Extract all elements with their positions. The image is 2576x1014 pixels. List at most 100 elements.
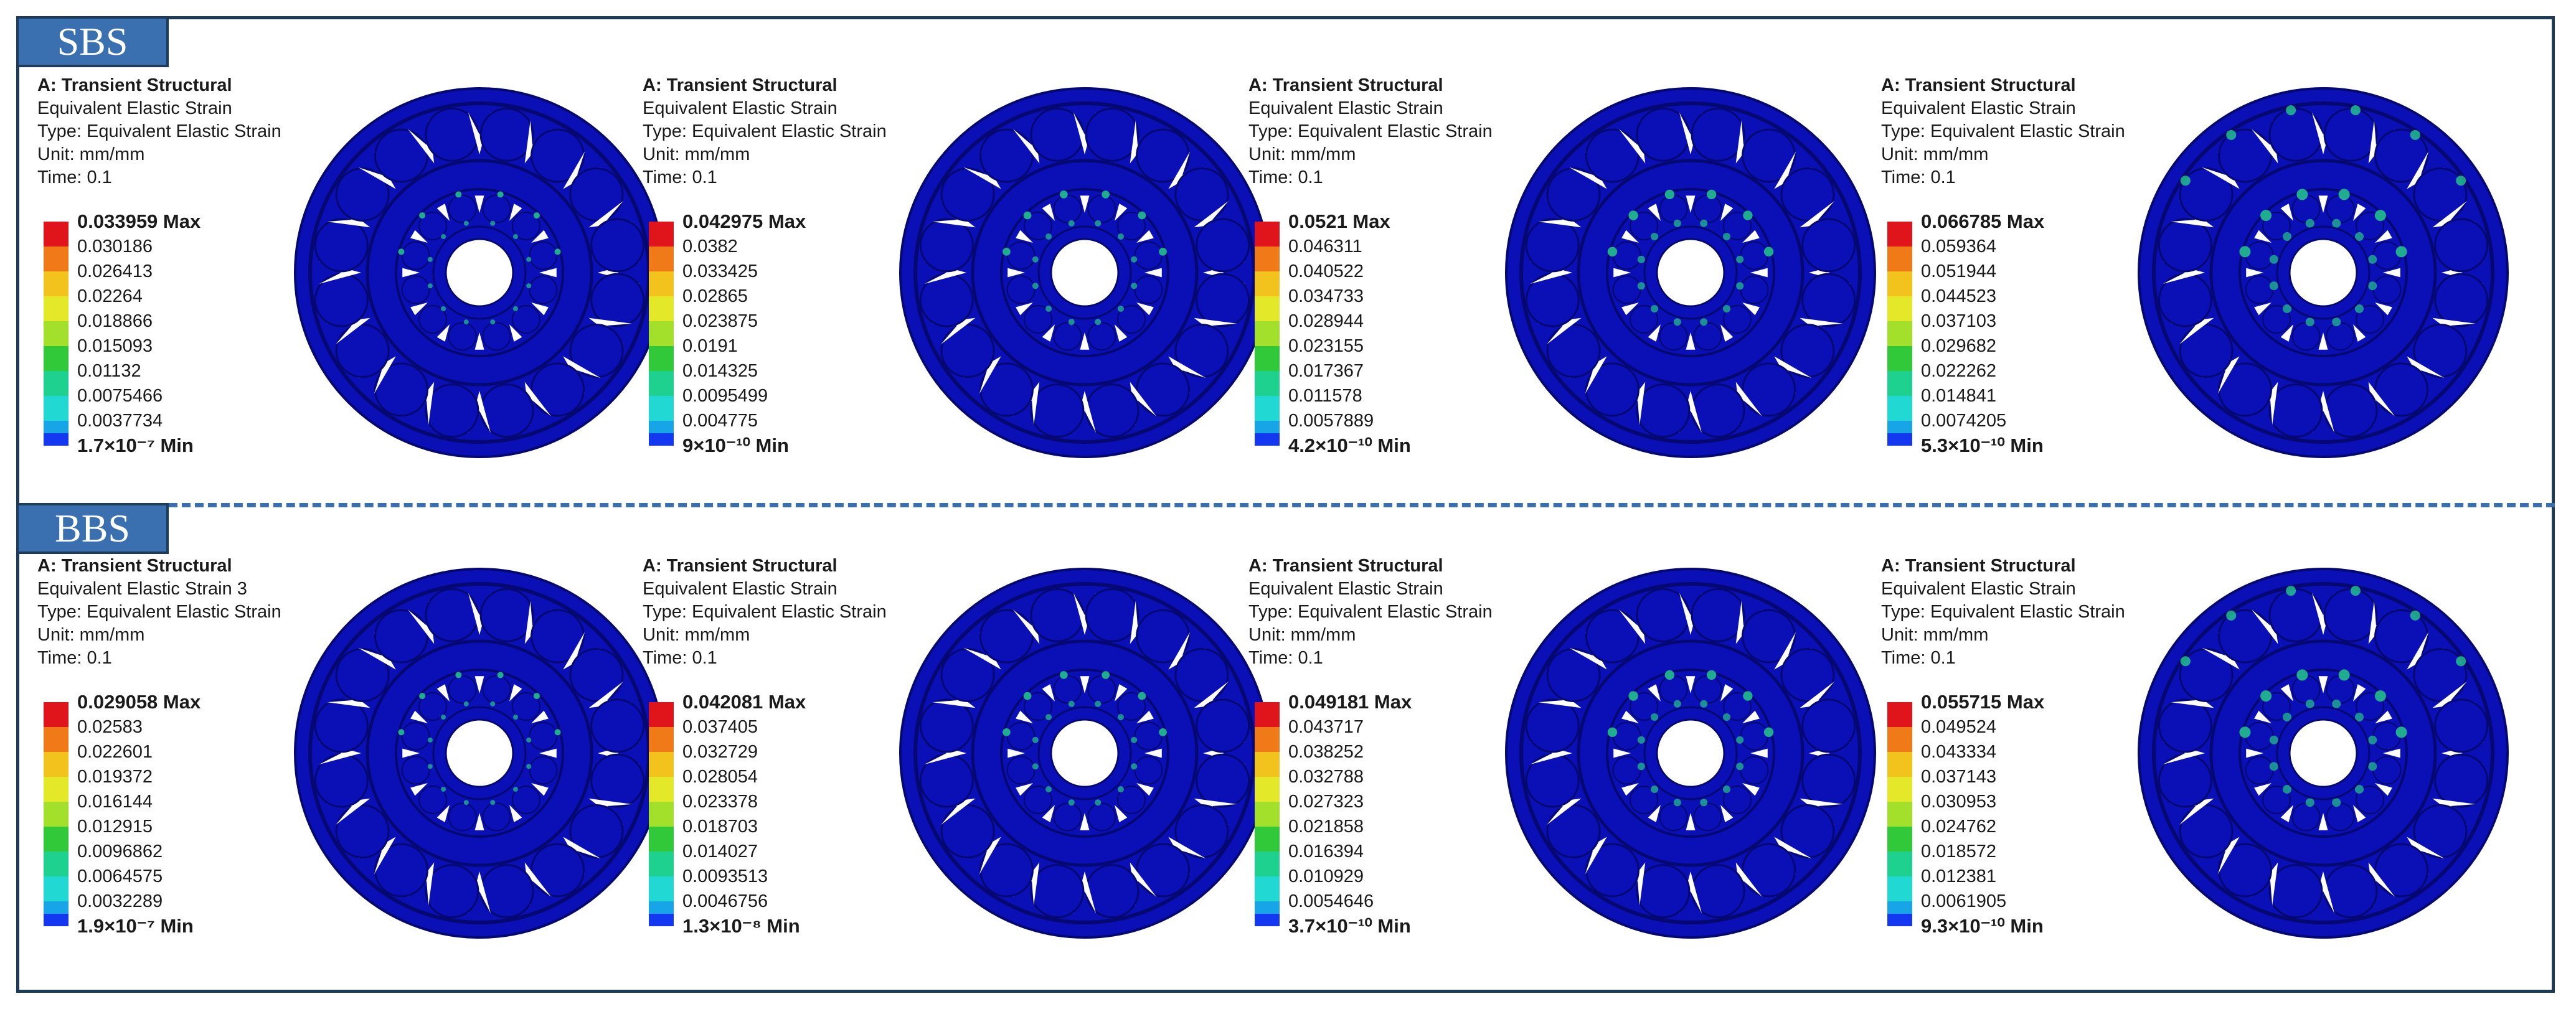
roller-gap [1800,200,1843,228]
legend-swatch [649,702,674,727]
inner-roller [418,692,448,721]
roller-gap [588,681,632,708]
roller-gap [1742,783,1760,796]
outer-roller [1691,383,1745,438]
inner-roller [511,304,540,334]
strain-hotspot [441,306,446,311]
outer-roller [425,383,479,438]
strain-hotspot [398,248,405,255]
roller-gap [407,601,435,644]
roller-gap [1136,303,1154,316]
roller-gap [1530,741,1572,765]
strain-hotspot [1045,714,1052,721]
outer-roller [979,128,1034,183]
legend-label: 0.037405 [682,717,758,737]
roller-gap [2254,710,2272,723]
strain-hotspot [533,212,540,219]
result-panel: A: Transient Structural Equivalent Elasti… [1881,554,2510,1002]
roller-gap [598,741,640,765]
strain-hotspot [1722,233,1730,241]
roller-gap [1073,871,1097,914]
strain-hotspot [2350,586,2361,596]
outer-roller [1742,128,1796,183]
inner-roller [2245,275,2274,304]
strain-hotspot [2410,610,2420,621]
roller-gap [1042,204,1055,221]
bearing-strain-plot [2138,568,2509,939]
legend-swatch [44,271,68,296]
roller-gap [2163,741,2205,765]
roller-gap [1648,684,1661,702]
roller-gap [2254,783,2272,796]
strain-hotspot [1736,282,1744,290]
strain-hotspot [2338,669,2350,681]
inner-roller [482,802,511,832]
legend-label: 0.043334 [1921,742,1996,762]
outer-roller [1691,588,1745,642]
strain-hotspot [1700,700,1708,708]
strain-hotspot [441,234,446,240]
outer-roller [1585,609,1639,664]
strain-hotspot [2269,255,2278,264]
strain-hotspot [1722,713,1730,721]
result-name: Equivalent Elastic Strain [1248,579,1443,599]
result-unit: Unit: mm/mm [643,144,750,164]
outer-roller [2374,362,2429,417]
inner-roller [1612,241,1641,270]
strain-hotspot [419,212,426,219]
legend-swatch [1255,246,1280,271]
legend-label: 0.0074205 [1921,411,2007,431]
legend-swatch [1887,802,1912,827]
legend-label: 0.028944 [1288,311,1364,331]
inner-roller [1087,194,1116,223]
outer-roller [1174,324,1229,378]
inner-roller [1116,212,1146,241]
strain-hotspot [497,191,504,198]
legend-label: 0.037143 [1921,767,1996,787]
legend-min-label: 1.3×10⁻⁸ Min [682,915,800,937]
strain-hotspot [1722,304,1730,312]
roller-gap [1144,748,1162,758]
roller-gap [327,798,370,825]
roller-gap [1621,303,1639,316]
inner-roller [1722,692,1752,721]
result-type: Type: Equivalent Elastic Strain [643,602,887,622]
roller-gap [1569,632,1607,670]
roller-gap [2202,632,2240,670]
roller-gap [1538,798,1582,825]
roller-gap [1720,805,1734,822]
outer-roller [1742,609,1796,664]
roller-gap [474,676,484,693]
legend-swatch [1887,246,1912,271]
strain-hotspot [1060,671,1068,679]
roller-gap [468,112,491,154]
outer-roller [335,804,390,859]
legend-swatch [1887,271,1912,296]
roller-gap [436,805,450,822]
roller-gap [436,324,450,342]
outer-roller [1196,273,1250,327]
strain-hotspot [1138,211,1146,220]
strain-hotspot [1068,799,1075,806]
roller-gap [2246,268,2263,278]
roller-gap [509,805,522,822]
roller-gap [1016,230,1033,243]
inner-roller [1024,692,1053,721]
strain-hotspot [2269,762,2278,771]
inner-roller [1740,721,1769,751]
roller-gap [932,317,976,345]
strain-hotspot [1673,318,1681,326]
strain-hotspot [2305,798,2314,807]
strain-hotspot [1045,305,1052,312]
outer-roller [1525,273,1580,327]
roller-gap [932,798,976,825]
inner-roller [2372,275,2402,304]
inner-roller [2262,785,2291,814]
legend-swatch [1255,346,1280,371]
legend-swatch [44,246,68,271]
strain-hotspot [419,693,426,700]
roller-gap [1686,332,1696,350]
inner-roller [1630,212,1659,241]
roller-gap [1750,268,1768,278]
strain-hotspot [2260,690,2272,702]
